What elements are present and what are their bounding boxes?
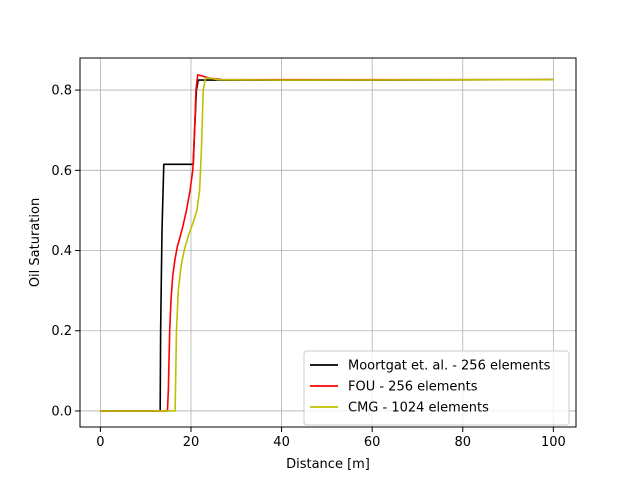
series-lines [100,74,554,412]
x-tick-label: 100 [541,435,566,450]
x-tick-label: 20 [183,435,200,450]
legend-label: FOU - 256 elements [348,380,478,395]
legend-label: CMG - 1024 elements [348,401,489,416]
y-axis-label: Oil Saturation [28,198,43,287]
x-tick-label: 80 [454,435,471,450]
y-tick-label: 0.2 [51,324,72,339]
legend-box [303,350,570,426]
y-tick-label: 0.6 [51,164,72,179]
plot-frame [79,57,577,428]
x-tick-label: 40 [273,435,290,450]
y-tick-label: 0.0 [51,404,72,419]
legend-label: Moortgat et. al. - 256 elements [348,359,551,374]
x-axis-label: Distance [m] [286,457,370,472]
y-tick-label: 0.8 [51,84,72,99]
x-tick-label: 0 [96,435,104,450]
axis-ticks: 0 20 40 60 80 100 0.0 0.2 0.4 0.6 0.8 [51,84,565,450]
series-line-3 [100,77,554,412]
y-tick-label: 0.4 [51,244,72,259]
x-tick-label: 60 [364,435,381,450]
legend: Moortgat et. al. - 256 elements FOU - 256… [303,350,570,426]
